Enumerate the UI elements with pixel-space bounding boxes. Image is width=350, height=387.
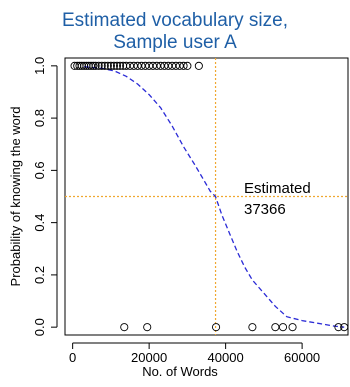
data-point-unknown <box>212 323 221 332</box>
data-point-unknown <box>120 323 129 332</box>
data-point-unknown <box>143 323 152 332</box>
data-point-unknown <box>248 323 257 332</box>
data-point-known <box>106 61 115 70</box>
data-point-known <box>100 61 109 70</box>
data-point-known <box>97 61 106 70</box>
data-point-known <box>109 61 119 70</box>
data-point-known <box>194 61 203 70</box>
y-tick-label: 0.6 <box>32 161 47 179</box>
x-tick-label: 60000 <box>284 350 320 365</box>
x-axis-label: No. of Words <box>142 364 218 379</box>
y-tick-label: 0.4 <box>32 214 47 232</box>
annotation-label: Estimated <box>244 180 311 197</box>
y-tick-label: 0.2 <box>32 266 47 284</box>
fitted-curve <box>84 65 345 328</box>
y-tick-label: 0.8 <box>32 109 47 127</box>
data-point-known <box>116 61 125 70</box>
data-point-known <box>179 61 188 70</box>
y-axis-label: Probability of knowing the word <box>8 107 23 287</box>
data-point-unknown <box>334 323 343 332</box>
y-tick-label: 0.0 <box>32 318 47 336</box>
data-point-known <box>89 61 98 70</box>
y-tick-label: 1.0 <box>32 57 47 75</box>
data-point-known <box>91 61 100 70</box>
data-point-unknown <box>288 323 297 332</box>
data-point-known <box>103 61 112 70</box>
data-point-unknown <box>271 323 280 332</box>
data-point-unknown <box>278 323 288 332</box>
chart-title-line-1: Estimated vocabulary size, <box>62 10 288 31</box>
x-tick-label: 20000 <box>131 350 167 365</box>
data-point-known <box>94 61 103 70</box>
data-point-unknown <box>340 323 349 332</box>
chart-title-line-2: Sample user A <box>113 32 237 53</box>
data-point-known <box>183 61 192 70</box>
x-tick-label: 40000 <box>208 350 244 365</box>
annotation-value: 37366 <box>244 201 286 218</box>
data-point-known <box>112 61 122 70</box>
x-tick-label: 0 <box>69 350 76 365</box>
